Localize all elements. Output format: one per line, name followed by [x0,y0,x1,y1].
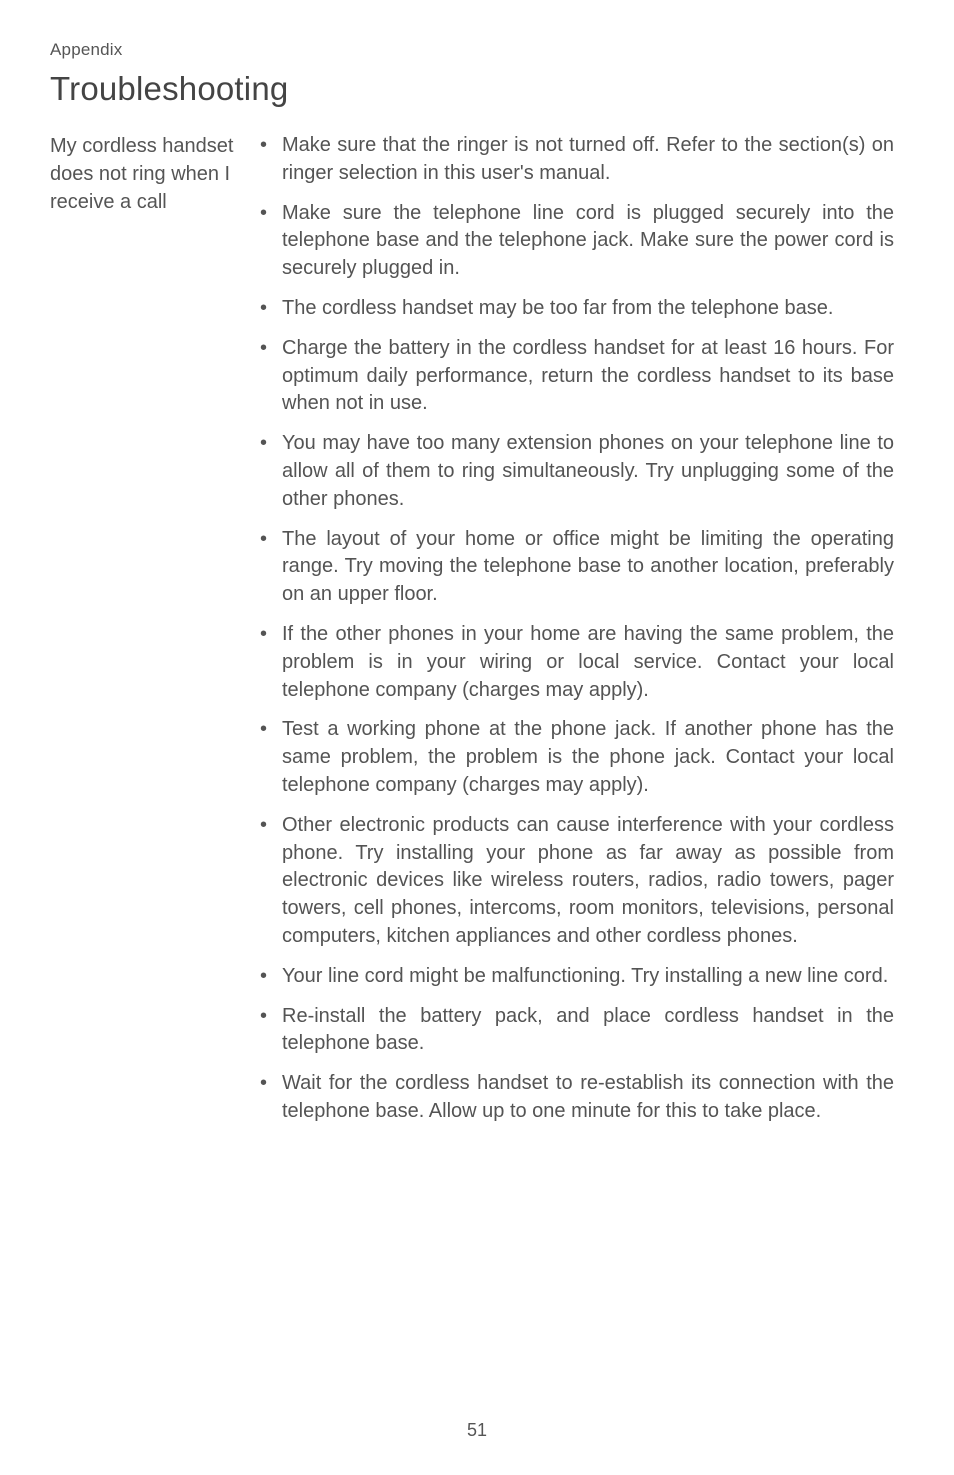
list-item: The cordless handset may be too far from… [256,295,894,323]
problem-statement: My cordless handset does not ring when I… [50,132,240,216]
list-item: If the other phones in your home are hav… [256,621,894,704]
section-label: Appendix [50,40,894,60]
list-item: Your line cord might be malfunctioning. … [256,963,894,991]
solutions-column: Make sure that the ringer is not turned … [256,132,894,1138]
list-item: You may have too many extension phones o… [256,430,894,513]
content-area: My cordless handset does not ring when I… [50,132,894,1138]
page-number: 51 [0,1420,954,1441]
page-title: Troubleshooting [50,70,894,108]
solutions-list: Make sure that the ringer is not turned … [256,132,894,1126]
list-item: The layout of your home or office might … [256,526,894,609]
document-page: Appendix Troubleshooting My cordless han… [0,0,954,1475]
list-item: Charge the battery in the cordless hands… [256,335,894,418]
list-item: Make sure that the ringer is not turned … [256,132,894,188]
list-item: Make sure the telephone line cord is plu… [256,200,894,283]
list-item: Other electronic products can cause inte… [256,812,894,951]
problem-column: My cordless handset does not ring when I… [50,132,240,1138]
list-item: Re-install the battery pack, and place c… [256,1003,894,1059]
list-item: Test a working phone at the phone jack. … [256,716,894,799]
list-item: Wait for the cordless handset to re-esta… [256,1070,894,1126]
